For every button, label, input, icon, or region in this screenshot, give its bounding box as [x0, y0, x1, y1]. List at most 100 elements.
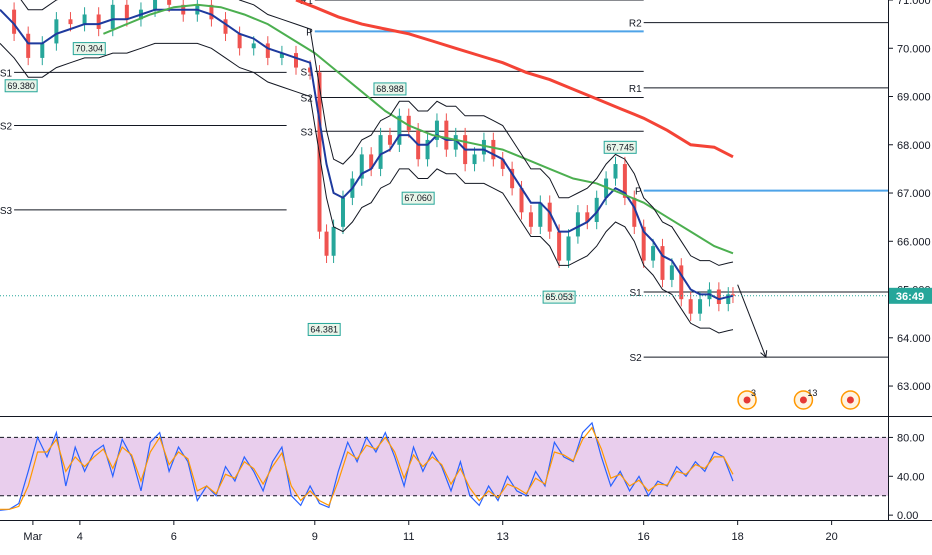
candle-body: [481, 139, 486, 155]
candle-body: [279, 53, 284, 58]
main-pane-background: [0, 0, 888, 415]
stoch-band: [0, 437, 888, 496]
candle-body: [153, 0, 158, 10]
osc-y-tick-label: 80.00: [897, 432, 925, 444]
pivot-label: S3: [0, 206, 13, 217]
candle-body: [669, 265, 674, 280]
candle-body: [688, 299, 693, 314]
projection-arrow-head: [760, 350, 768, 359]
callout-text: 70.304: [76, 44, 104, 54]
callout-box: [4, 79, 38, 93]
candle-body: [82, 14, 87, 25]
callout-box: [603, 140, 637, 154]
pivot-label: R1: [629, 84, 642, 95]
candle-body: [660, 246, 665, 280]
series-line-ema: [0, 8, 734, 301]
candle-body: [726, 294, 731, 305]
callout-box: [542, 290, 576, 304]
candle-body: [491, 139, 496, 160]
stoch-line: [0, 426, 734, 510]
x-tick-label: 18: [732, 531, 744, 543]
event-dot: [743, 396, 751, 404]
candle-body: [223, 19, 228, 34]
candle-body: [331, 226, 336, 256]
pivot-label: S1: [301, 67, 314, 78]
projection-arrow-line: [737, 284, 767, 358]
candle-body: [566, 236, 571, 261]
pivot-label: S2: [301, 93, 314, 104]
x-tick-label: 20: [825, 531, 837, 543]
pivot-label: R2: [629, 19, 642, 30]
stoch-line: [0, 421, 734, 511]
candle-body: [632, 197, 637, 227]
candle-body: [294, 53, 298, 68]
candle-body: [237, 33, 242, 49]
envelope-lower: [0, 42, 734, 334]
y-tick-label: 68.000: [897, 140, 931, 152]
candle-body: [54, 19, 59, 44]
candle-body: [651, 246, 656, 261]
candle-body: [698, 299, 703, 314]
candle-body: [124, 4, 129, 20]
candle-body: [340, 197, 345, 227]
callout-text: 69.380: [7, 81, 35, 91]
y-tick-label: 64.000: [897, 333, 931, 345]
candle-body: [110, 4, 115, 29]
candle-body: [575, 212, 580, 237]
callout-text: 67.745: [606, 142, 634, 152]
candle-body: [209, 4, 214, 20]
y-tick-label: 70.000: [897, 43, 931, 55]
x-tick-label: 9: [312, 531, 318, 543]
candle-body: [324, 231, 329, 256]
y-tick-label: 66.000: [897, 236, 931, 248]
candle-body: [500, 159, 505, 169]
y-tick-label: 63.000: [897, 381, 931, 393]
envelope-upper: [20, 0, 734, 266]
candle-body: [434, 120, 439, 140]
callout-box: [72, 42, 106, 56]
event-dot: [799, 396, 807, 404]
pivot-label: S3: [301, 127, 314, 138]
osc-y-tick-label: 40.00: [897, 471, 925, 483]
pivot-label: S1: [0, 68, 13, 79]
candle-body: [622, 164, 627, 198]
candle-body: [167, 0, 172, 5]
oscillator-bands: [0, 436, 888, 497]
y-tick-label: 67.000: [897, 188, 931, 200]
pivot-label: S1: [629, 288, 642, 299]
candle-body: [12, 9, 17, 34]
callout-text: 65.053: [545, 292, 573, 302]
osc-y-tick-label: 0.00: [897, 510, 918, 522]
candle-body: [68, 19, 73, 25]
y-tick-label: 69.000: [897, 92, 931, 104]
candle-body: [26, 33, 31, 58]
price-annotations: 69.380 70.304 68.988 67.060 64.381 67.745 65.0…: [4, 42, 637, 336]
pivot-label: S2: [0, 121, 13, 132]
callout-box: [307, 322, 341, 336]
candle-body: [40, 43, 45, 58]
candle-body: [679, 265, 684, 300]
x-tick-label: Mar: [23, 531, 42, 543]
callout-text: 64.381: [310, 324, 338, 334]
candle-body: [453, 135, 458, 150]
event-count: 13: [807, 388, 817, 398]
candle-body: [538, 202, 543, 227]
event-count: 3: [751, 388, 756, 398]
event-dot: [846, 396, 854, 404]
event-markers: 3 13: [737, 388, 861, 410]
y-tick-label: 71.000: [897, 0, 931, 7]
candle-body: [397, 115, 402, 145]
indicator-lines: [0, 0, 734, 511]
candle-body: [528, 212, 533, 227]
time-axis[interactable]: Mar 4 6 9 11 13 16 18 20: [23, 520, 838, 543]
candle-body: [519, 188, 524, 213]
candle-body: [510, 168, 515, 189]
x-tick-label: 16: [638, 531, 650, 543]
pivot-label: P: [306, 27, 313, 38]
candle-body: [594, 197, 599, 222]
price-axis[interactable]: 71.000 70.000 69.000 68.000 67.000 66.000 65.0…: [0, 0, 932, 522]
candle-body: [557, 231, 562, 261]
x-tick-label: 4: [77, 531, 83, 543]
